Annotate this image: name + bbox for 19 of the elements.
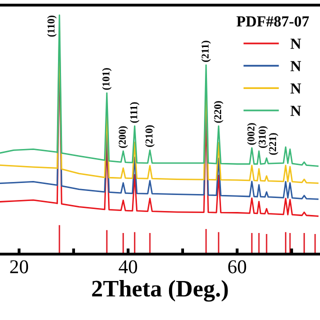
legend-label: N bbox=[290, 83, 302, 94]
annotation: (101) bbox=[102, 68, 112, 90]
legend-label: N bbox=[290, 106, 302, 116]
annotation: (221) bbox=[268, 133, 278, 155]
x-tick-label: 40 bbox=[118, 260, 138, 274]
legend-label: N bbox=[290, 38, 302, 49]
legend-label: N bbox=[290, 61, 302, 72]
annotation: (110) bbox=[47, 16, 57, 37]
legend-title: PDF#87-07 bbox=[236, 16, 309, 27]
x-tick-label: 60 bbox=[228, 260, 246, 274]
x-tick-label: 20 bbox=[10, 260, 28, 274]
annotation: (211) bbox=[201, 40, 211, 62]
annotation: (111) bbox=[130, 102, 140, 123]
annotation: (210) bbox=[145, 125, 155, 147]
annotation: (310) bbox=[258, 126, 268, 148]
annotation: (002) bbox=[247, 123, 257, 145]
annotation: (200) bbox=[118, 126, 128, 148]
x-axis-title: 2Theta (Deg.) bbox=[92, 280, 228, 302]
annotation: (220) bbox=[214, 101, 224, 123]
